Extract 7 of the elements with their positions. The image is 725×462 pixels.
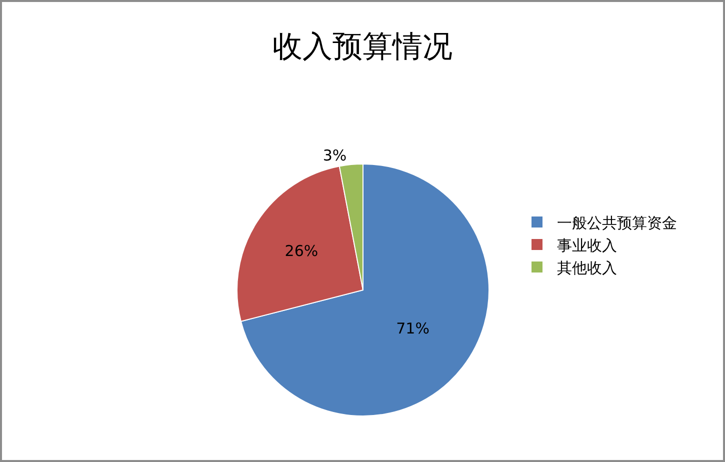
- data-label: 3%: [322, 146, 347, 165]
- legend-label: 事业收入: [557, 236, 617, 254]
- data-label: 26%: [284, 242, 318, 260]
- chart-title: 收入预算情况: [272, 30, 452, 64]
- legend-label: 一般公共预算资金: [557, 214, 677, 232]
- legend-label: 其他收入: [557, 258, 617, 277]
- data-label: 71%: [396, 320, 430, 338]
